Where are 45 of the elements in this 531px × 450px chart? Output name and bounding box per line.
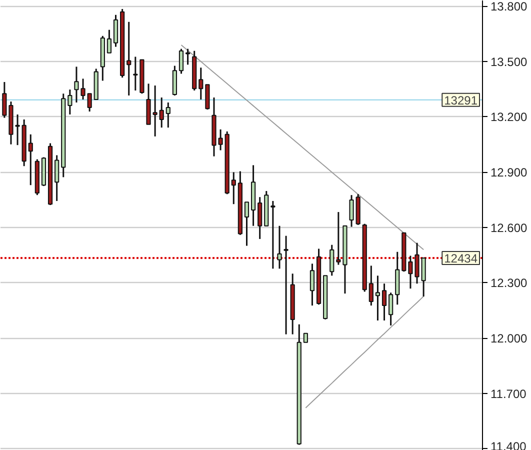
y-tick-label: 12.000 — [490, 332, 528, 346]
candlestick — [421, 257, 426, 298]
candlestick — [244, 201, 250, 247]
line-series — [180, 44, 424, 250]
candlestick — [349, 194, 354, 228]
candlestick — [106, 29, 112, 54]
candlestick — [186, 48, 190, 66]
candlestick — [375, 274, 380, 322]
candlestick — [270, 200, 276, 270]
candlestick — [198, 66, 204, 100]
y-tick-label: 13.500 — [490, 54, 528, 69]
candlestick — [159, 96, 164, 128]
ref-line-label: 12434 — [444, 251, 478, 266]
candlestick — [2, 81, 7, 119]
candlestick — [205, 84, 210, 110]
y-tick-label: 11.700 — [490, 386, 527, 401]
candlestick — [310, 262, 315, 306]
candlestick — [368, 264, 374, 306]
candlestick — [126, 21, 132, 96]
candlestick — [231, 171, 236, 205]
y-tick-label: 12.900 — [490, 166, 528, 180]
y-tick-label: 13.200 — [490, 110, 528, 124]
candlestick — [178, 48, 184, 74]
y-tick-label: 12.300 — [490, 276, 528, 290]
candlestick — [258, 196, 262, 240]
y-tick-label: 13.800 — [490, 0, 528, 14]
candlestick — [152, 84, 158, 138]
candlestick — [382, 282, 387, 322]
candlestick — [87, 92, 92, 112]
candlestick — [54, 154, 60, 202]
candlestick — [388, 292, 394, 326]
candlestick — [336, 211, 341, 266]
candlestick — [166, 102, 170, 128]
line-series — [305, 296, 424, 408]
candlestick — [68, 88, 72, 116]
candlestick — [28, 134, 33, 186]
candlestick — [284, 235, 288, 336]
candlestick — [303, 332, 308, 343]
candlestick — [277, 225, 282, 270]
candlestick — [133, 56, 138, 92]
candlestick — [113, 14, 118, 48]
ref-line-label: 13291 — [444, 93, 478, 108]
candlestick — [330, 244, 334, 276]
candlestick — [172, 65, 177, 96]
y-tick-label: 12.600 — [490, 220, 528, 235]
